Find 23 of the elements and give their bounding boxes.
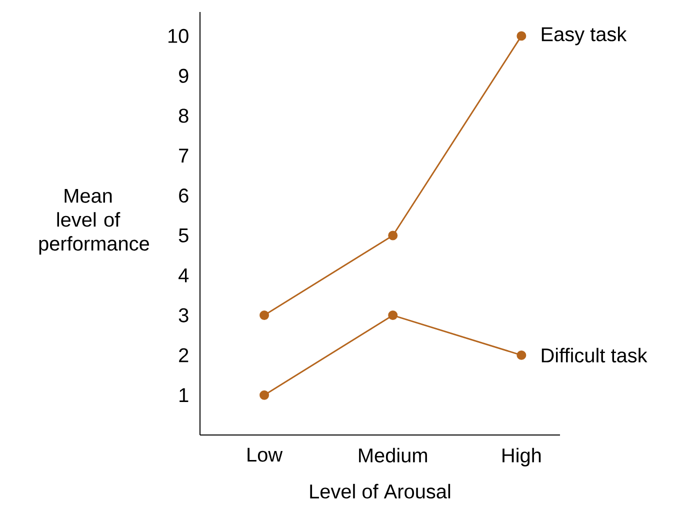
x-tick-label: Medium <box>359 448 427 462</box>
x-tick-label: Low <box>248 448 283 462</box>
y-tick-label: 7 <box>179 148 188 163</box>
y-tick-label: 8 <box>178 108 188 123</box>
point <box>516 31 526 41</box>
point <box>260 390 270 400</box>
y-tick-label: 3 <box>178 308 188 322</box>
point <box>388 310 398 320</box>
y-tick-label: 9 <box>179 68 188 83</box>
point <box>516 350 526 360</box>
series-label: Easy task <box>542 26 627 46</box>
point <box>388 230 398 240</box>
y-tick-label: 5 <box>178 228 188 242</box>
y-tick-label: 4 <box>178 268 189 282</box>
y-axis-title: Mean level of performance <box>39 188 149 255</box>
y-tick-label: 6 <box>179 188 188 203</box>
x-axis-title: Level of Arousal <box>310 484 450 499</box>
y-tick-label: 1 <box>180 388 188 402</box>
series-label: Difficult task <box>542 348 648 362</box>
point <box>260 310 270 320</box>
y-tick-label: 2 <box>179 348 188 362</box>
x-tick-label: High <box>502 448 541 466</box>
y-tick-label: 10 <box>168 28 188 43</box>
